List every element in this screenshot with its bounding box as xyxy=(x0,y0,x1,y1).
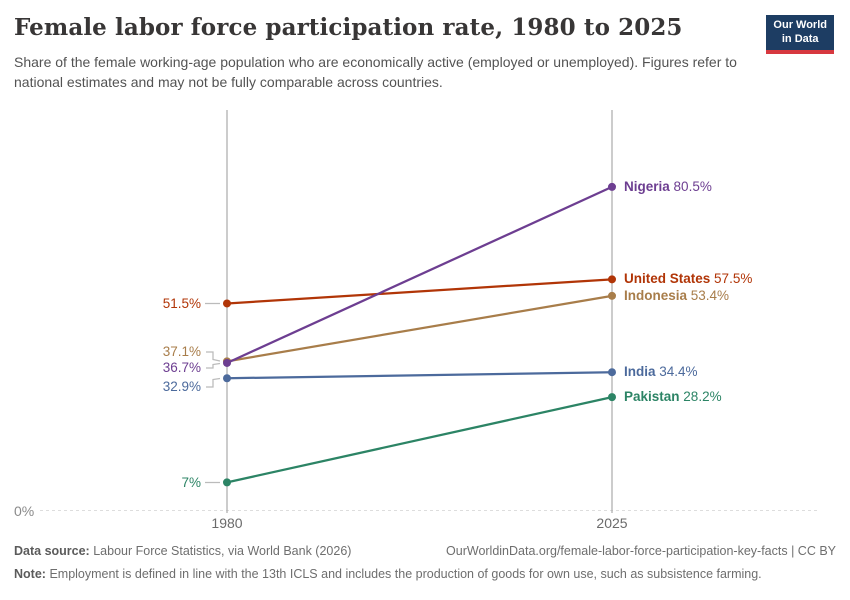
footer-attribution-row: Data source: Labour Force Statistics, vi… xyxy=(14,544,836,558)
note-label: Note: xyxy=(14,567,46,581)
series-end-value: 57.5% xyxy=(714,271,753,287)
start-value-label-united-states: 51.5% xyxy=(162,296,201,311)
start-value-label-nigeria: 36.7% xyxy=(162,360,201,375)
series-name: India xyxy=(624,364,656,380)
data-source-line: Data source: Labour Force Statistics, vi… xyxy=(14,544,351,558)
x-tick-1980: 1980 xyxy=(211,515,243,531)
series-name: Nigeria xyxy=(624,178,670,194)
series-end-value: 28.2% xyxy=(683,389,722,405)
owid-logo: Our World in Data xyxy=(766,15,834,54)
owid-logo-line1: Our World xyxy=(773,19,827,31)
data-source-text: Labour Force Statistics, via World Bank … xyxy=(93,544,352,558)
series-name: United States xyxy=(624,271,711,287)
footer-note-line: Note: Employment is defined in line with… xyxy=(14,567,836,581)
series-end-value: 34.4% xyxy=(659,364,698,380)
chart-subtitle: Share of the female working-age populati… xyxy=(14,54,737,91)
series-label-pakistan: Pakistan 28.2% xyxy=(624,387,722,407)
note-text: Employment is defined in line with the 1… xyxy=(49,567,762,581)
start-value-label-pakistan: 7% xyxy=(181,475,201,490)
series-label-india: India 34.4% xyxy=(624,362,698,382)
footer-url-link[interactable]: OurWorldinData.org/female-labor-force-pa… xyxy=(446,544,836,558)
owid-logo-line2: in Data xyxy=(781,32,819,45)
series-label-united-states: United States 57.5% xyxy=(624,269,752,289)
series-label-nigeria: Nigeria 80.5% xyxy=(624,177,712,197)
start-value-label-indonesia: 37.1% xyxy=(162,344,201,359)
series-end-value: 53.4% xyxy=(690,287,730,303)
series-end-value: 80.5% xyxy=(673,178,712,194)
y-axis-zero-label: 0% xyxy=(14,503,35,519)
x-tick-2025: 2025 xyxy=(596,515,628,531)
data-source-label: Data source: xyxy=(14,544,90,558)
series-label-indonesia: Indonesia 53.4% xyxy=(624,286,729,306)
series-name: Indonesia xyxy=(624,287,688,303)
series-name: Pakistan xyxy=(624,389,680,405)
page-title: Female labor force participation rate, 1… xyxy=(14,14,683,41)
start-value-label-india: 32.9% xyxy=(162,379,201,394)
